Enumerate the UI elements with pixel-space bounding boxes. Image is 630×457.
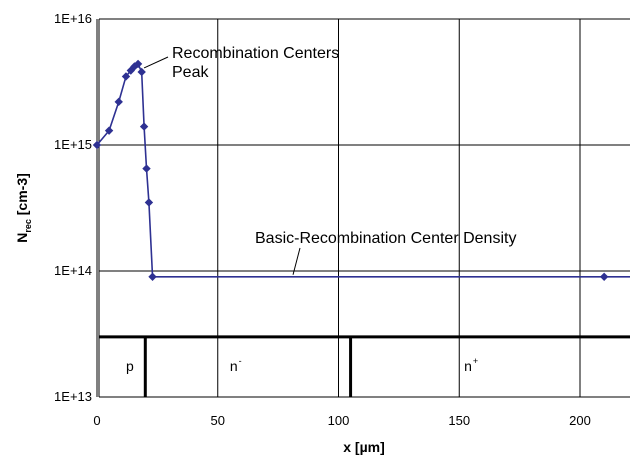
data-point-marker <box>139 122 149 131</box>
x-tick-label: 100 <box>328 413 350 428</box>
y-tick-labels: 1E+13 1E+14 1E+15 1E+16 <box>54 11 92 404</box>
x-tick-labels: 0 50 100 150 200 <box>93 413 590 428</box>
annotation-leader-peak <box>143 56 169 69</box>
device-regions: p n-n+ <box>99 335 630 397</box>
region-label: n+ <box>464 356 478 374</box>
y-tick-label: 1E+15 <box>54 137 92 152</box>
grid-lines <box>96 18 630 398</box>
y-axis-title-sub: rec <box>23 219 33 233</box>
annotation-peak-text: Recombination Centers <box>172 45 339 62</box>
series-line <box>96 62 630 278</box>
y-axis-title: Nrec [cm-3] <box>14 173 33 243</box>
data-point-marker <box>142 164 151 173</box>
data-point-marker <box>148 272 157 281</box>
plot-area <box>99 19 630 397</box>
y-tick-label: 1E+14 <box>54 263 92 278</box>
y-axis-title-main: N <box>14 233 30 243</box>
y-axis-title-rest: [cm-3] <box>14 173 30 219</box>
region-label: n- <box>230 356 242 374</box>
x-tick-label: 50 <box>211 413 225 428</box>
data-point-marker <box>121 72 131 81</box>
data-point-marker <box>133 59 143 69</box>
x-tick-label: 0 <box>93 413 100 428</box>
data-point-marker <box>599 272 609 281</box>
data-point-marker <box>137 67 146 77</box>
region-label: p <box>126 358 134 374</box>
data-point-marker <box>126 66 136 75</box>
x-tick-label: 150 <box>448 413 470 428</box>
annotations: Recombination Centers Peak Basic-Recombina… <box>143 45 516 275</box>
annotation-peak-text: Peak <box>172 64 209 81</box>
data-point-marker <box>92 140 102 150</box>
data-point-marker <box>114 97 123 107</box>
x-tick-label: 200 <box>569 413 591 428</box>
annotation-basic-text: Basic-Recombination Center Density <box>255 230 516 247</box>
y-tick-label: 1E+16 <box>54 11 92 26</box>
data-point-marker <box>104 126 114 135</box>
annotation-leader-basic <box>292 247 301 275</box>
data-series <box>92 59 630 281</box>
x-axis-title: x [µm] <box>343 439 385 455</box>
data-point-marker <box>144 198 154 207</box>
y-tick-label: 1E+13 <box>54 389 92 404</box>
